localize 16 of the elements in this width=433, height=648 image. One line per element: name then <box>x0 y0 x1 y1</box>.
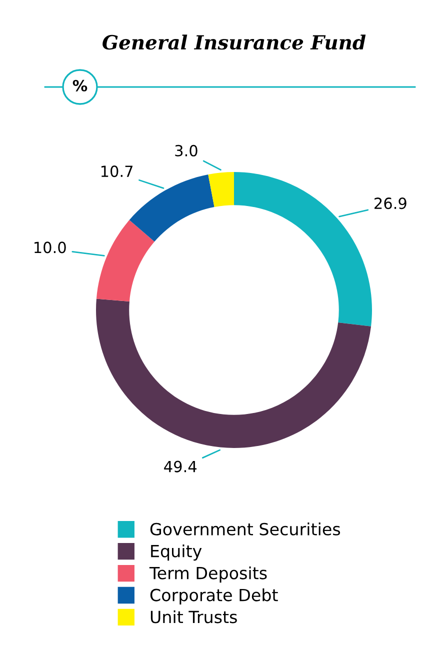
donut-slice <box>208 172 234 207</box>
data-label: 3.0 <box>175 144 198 156</box>
legend-label: Unit Trusts <box>150 610 237 624</box>
legend-label: Term Deposits <box>149 566 267 583</box>
donut-slice <box>234 172 372 326</box>
chart-subtitle: % <box>72 80 88 92</box>
data-label: 10.7 <box>101 166 132 178</box>
data-label: 26.9 <box>374 198 406 210</box>
donut-slice <box>96 298 372 448</box>
data-label: 49.4 <box>164 460 197 472</box>
legend-label: Equity <box>151 544 202 561</box>
legend-label: Government Securities <box>150 522 340 536</box>
data-label: 10.0 <box>34 242 66 254</box>
donut-slice <box>96 220 154 302</box>
legend-label: Corporate Debt <box>150 588 278 605</box>
chart-title: General Insurance Fund <box>102 34 366 50</box>
